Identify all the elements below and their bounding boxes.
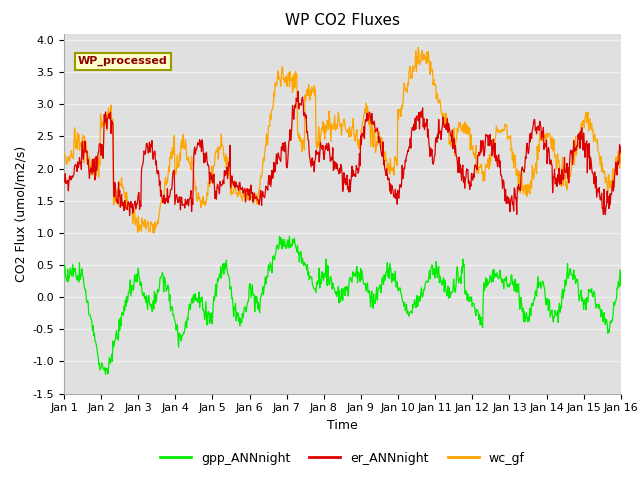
er_ANNnight — [617, 150, 625, 156]
gpp_ANNnight — [122, 297, 129, 303]
wc_gf — [481, 178, 488, 184]
wc_gf — [542, 139, 550, 144]
Line: gpp_ANNnight: gpp_ANNnight — [64, 236, 621, 374]
gpp_ANNnight — [300, 259, 307, 264]
X-axis label: Time: Time — [327, 419, 358, 432]
er_ANNnight — [205, 181, 213, 187]
wc_gf — [149, 230, 157, 236]
Line: er_ANNnight: er_ANNnight — [64, 92, 621, 215]
gpp_ANNnight — [481, 288, 488, 294]
wc_gf — [458, 127, 465, 132]
gpp_ANNnight — [542, 302, 550, 308]
wc_gf — [299, 138, 307, 144]
gpp_ANNnight — [102, 372, 109, 377]
er_ANNnight — [294, 89, 302, 95]
er_ANNnight — [481, 150, 488, 156]
Y-axis label: CO2 Flux (umol/m2/s): CO2 Flux (umol/m2/s) — [14, 145, 27, 282]
er_ANNnight — [458, 178, 465, 183]
gpp_ANNnight — [617, 282, 625, 288]
gpp_ANNnight — [458, 264, 465, 270]
wc_gf — [121, 194, 129, 200]
wc_gf — [205, 183, 213, 189]
er_ANNnight — [542, 144, 550, 150]
gpp_ANNnight — [60, 267, 68, 273]
er_ANNnight — [60, 179, 68, 185]
gpp_ANNnight — [205, 321, 213, 326]
wc_gf — [617, 147, 625, 153]
Legend: gpp_ANNnight, er_ANNnight, wc_gf: gpp_ANNnight, er_ANNnight, wc_gf — [155, 447, 530, 469]
er_ANNnight — [300, 98, 307, 104]
Text: WP_processed: WP_processed — [78, 56, 168, 66]
Line: wc_gf: wc_gf — [64, 47, 621, 233]
er_ANNnight — [121, 198, 129, 204]
gpp_ANNnight — [285, 233, 293, 239]
er_ANNnight — [126, 212, 134, 218]
Title: WP CO2 Fluxes: WP CO2 Fluxes — [285, 13, 400, 28]
wc_gf — [415, 44, 422, 50]
wc_gf — [60, 150, 68, 156]
